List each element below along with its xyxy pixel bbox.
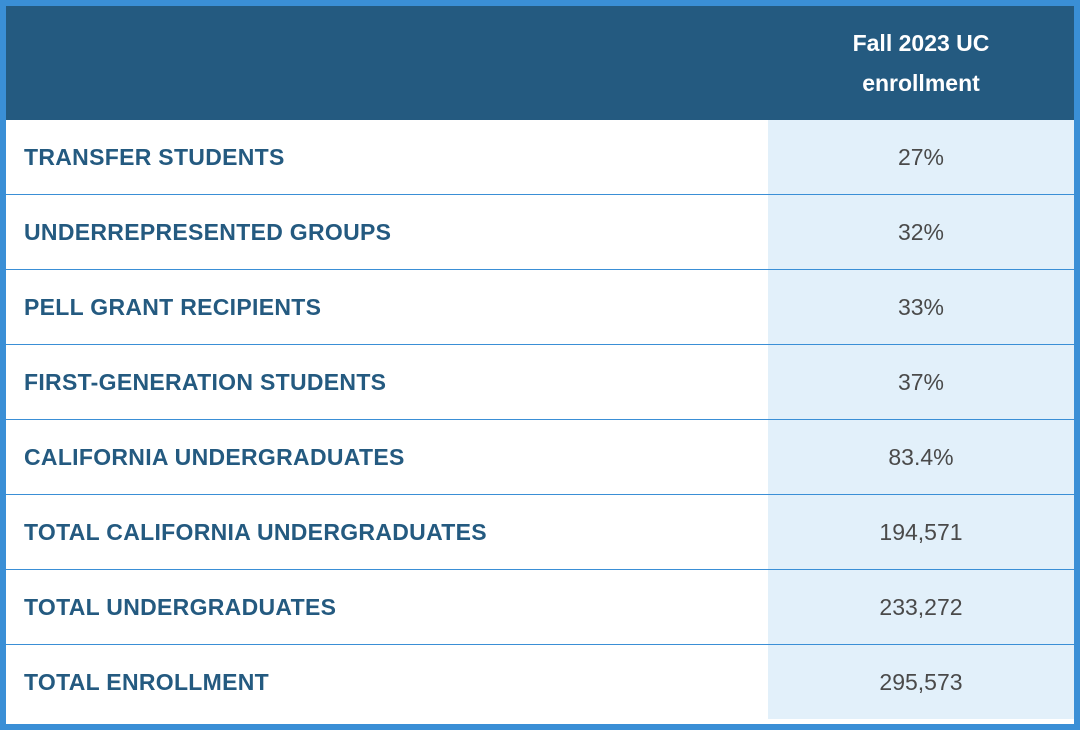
row-label: FIRST-GENERATION STUDENTS	[24, 368, 387, 395]
row-value: 27%	[768, 120, 1074, 194]
row-label: PELL GRANT RECIPIENTS	[24, 293, 322, 320]
row-value: 37%	[768, 345, 1074, 419]
table-row: TOTAL UNDERGRADUATES 233,272	[6, 570, 1074, 645]
row-label: TOTAL CALIFORNIA UNDERGRADUATES	[24, 518, 487, 545]
table-row: UNDERREPRESENTED GROUPS 32%	[6, 195, 1074, 270]
row-value: 32%	[768, 195, 1074, 269]
row-label: CALIFORNIA UNDERGRADUATES	[24, 443, 405, 470]
table-row: TOTAL ENROLLMENT 295,573	[6, 645, 1074, 719]
table-row: CALIFORNIA UNDERGRADUATES 83.4%	[6, 420, 1074, 495]
row-value: 194,571	[768, 495, 1074, 569]
row-label: UNDERREPRESENTED GROUPS	[24, 218, 392, 245]
row-value: 295,573	[768, 645, 1074, 719]
row-value: 33%	[768, 270, 1074, 344]
table-row: TOTAL CALIFORNIA UNDERGRADUATES 194,571	[6, 495, 1074, 570]
table-row: FIRST-GENERATION STUDENTS 37%	[6, 345, 1074, 420]
row-label: TOTAL ENROLLMENT	[24, 668, 270, 695]
table-row: TRANSFER STUDENTS 27%	[6, 120, 1074, 195]
row-value: 233,272	[768, 570, 1074, 644]
row-label: TRANSFER STUDENTS	[24, 143, 285, 170]
table-row: PELL GRANT RECIPIENTS 33%	[6, 270, 1074, 345]
row-value: 83.4%	[768, 420, 1074, 494]
table-header: Fall 2023 UC enrollment	[6, 6, 1074, 120]
table-body: TRANSFER STUDENTS 27% UNDERREPRESENTED G…	[6, 120, 1074, 719]
column-header: Fall 2023 UC enrollment	[852, 30, 990, 96]
row-label: TOTAL UNDERGRADUATES	[24, 593, 337, 620]
